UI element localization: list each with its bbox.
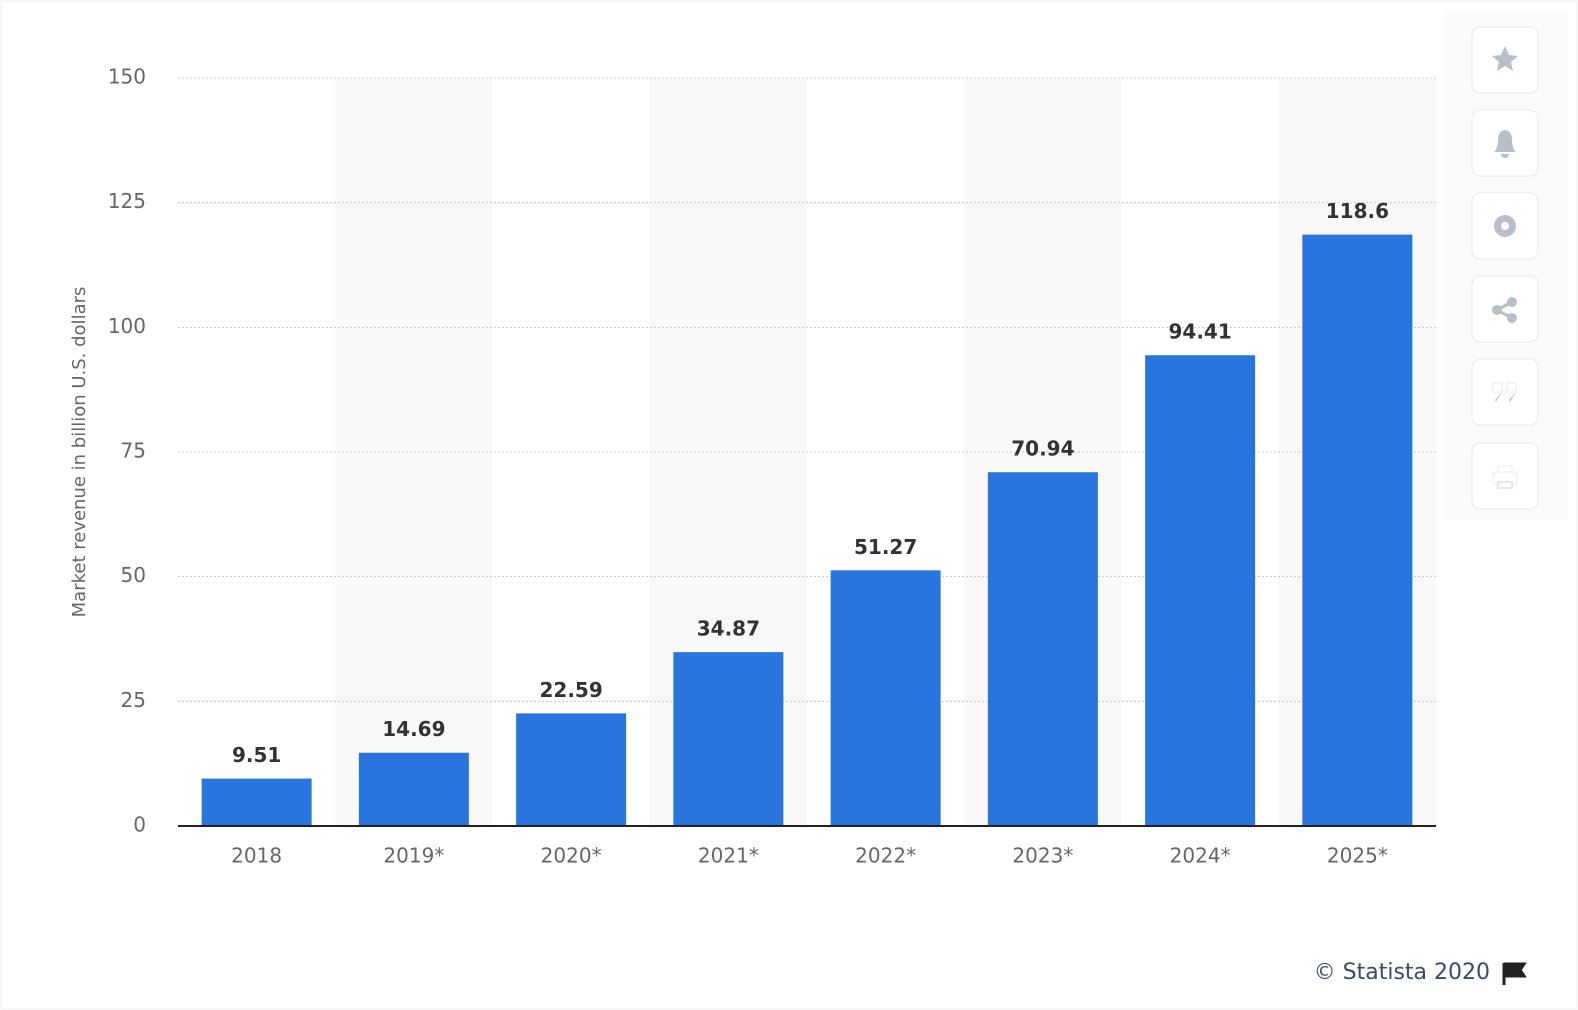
x-tick-label: 2023* [1012, 844, 1073, 868]
sidebar [1471, 26, 1539, 510]
credit: © Statista 2020 [1314, 960, 1490, 985]
value-label: 70.94 [1011, 437, 1074, 461]
sidebar-bg [1445, 10, 1568, 520]
x-tick-label: 2018 [231, 844, 282, 868]
y-tick-label: 150 [108, 65, 146, 89]
share-button[interactable] [1471, 275, 1539, 343]
x-tick-label: 2019* [383, 844, 444, 868]
y-tick-label: 125 [108, 189, 146, 213]
value-label: 118.6 [1326, 199, 1389, 223]
x-tick-label: 2020* [541, 844, 602, 868]
bar [1145, 355, 1256, 826]
bar [358, 752, 469, 826]
value-label: 14.69 [382, 717, 445, 741]
y-tick-label: 0 [133, 813, 146, 837]
share-icon [1492, 297, 1517, 323]
print-icon [1492, 465, 1518, 489]
value-label: 22.59 [539, 678, 602, 702]
x-tick-label: 2024* [1170, 844, 1231, 868]
value-label: 94.41 [1168, 320, 1231, 344]
y-tick-label: 75 [121, 439, 146, 463]
bar [830, 570, 941, 826]
quote-icon [1492, 382, 1517, 402]
bar [516, 713, 627, 826]
bar [673, 652, 784, 826]
value-label: 34.87 [697, 617, 760, 641]
bar [1302, 234, 1413, 827]
bar [201, 778, 312, 826]
y-tick-label: 50 [121, 563, 146, 587]
x-tick-label: 2025* [1327, 844, 1388, 868]
cite-button[interactable] [1471, 358, 1539, 426]
gear-hole [1501, 222, 1509, 230]
x-tick-label: 2021* [698, 844, 759, 868]
y-tick-label: 25 [121, 688, 146, 712]
y-axis-label: Market revenue in billion U.S. dollars [69, 287, 90, 618]
bell-icon [1494, 130, 1516, 158]
bar [987, 472, 1098, 826]
y-tick-label: 100 [108, 314, 146, 338]
x-tick-label: 2022* [855, 844, 916, 868]
star-icon [1492, 46, 1518, 71]
value-label: 9.51 [232, 743, 281, 767]
value-label: 51.27 [854, 535, 917, 559]
flag-icon[interactable] [1502, 962, 1527, 985]
